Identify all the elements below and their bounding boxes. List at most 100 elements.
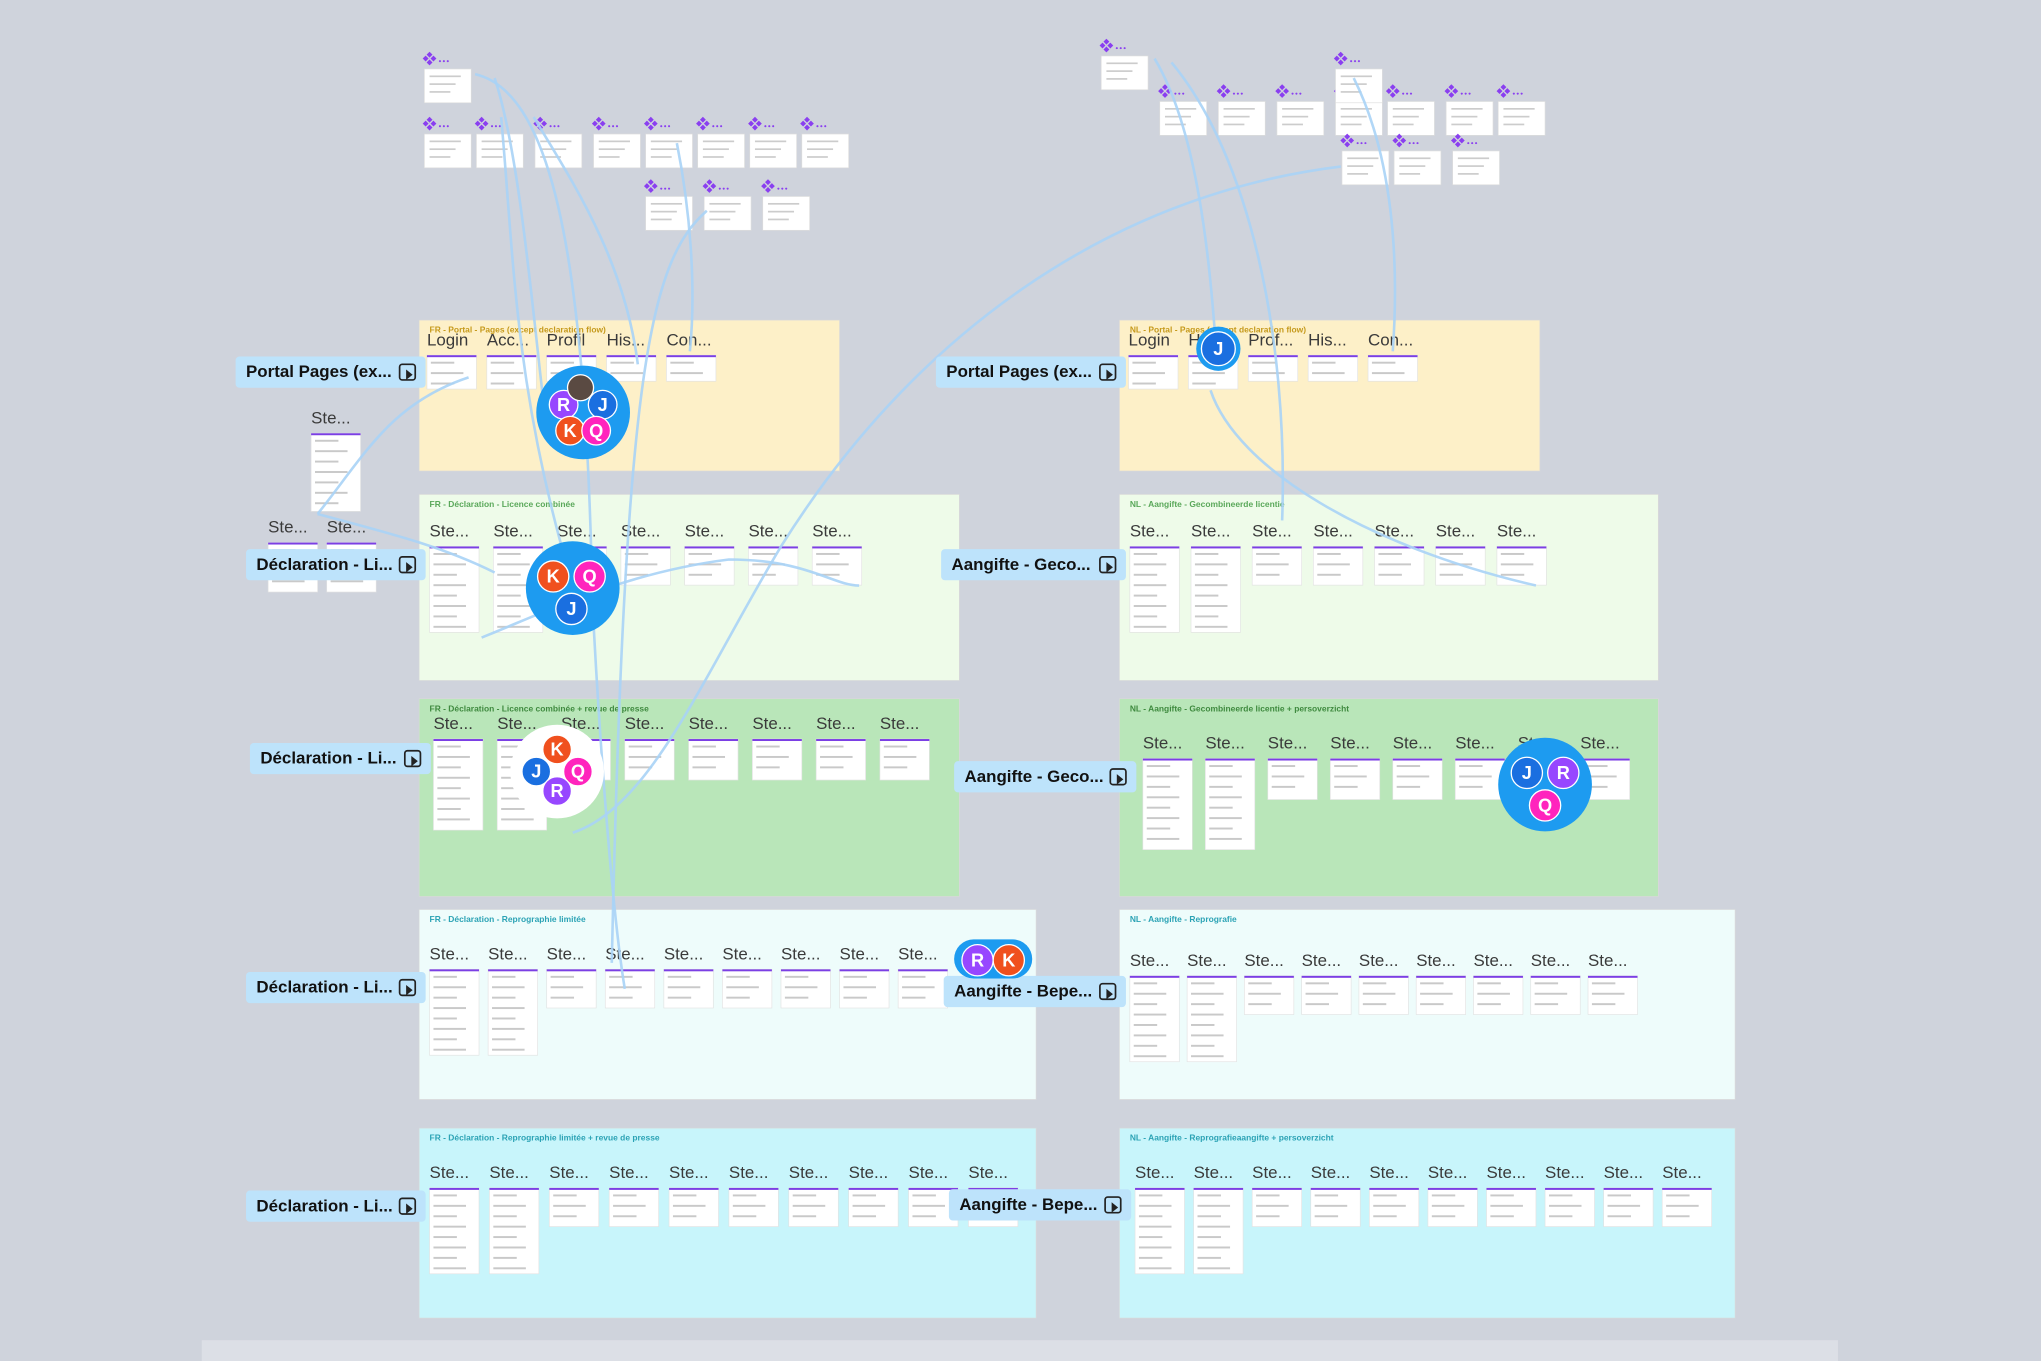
- frame-line: [1256, 563, 1289, 566]
- frame-line: [1133, 615, 1158, 618]
- frame-line: [807, 148, 834, 151]
- component-icon: [1448, 84, 1455, 91]
- frame-line: [1477, 1003, 1501, 1006]
- frame-line: [598, 156, 620, 158]
- frame-line: [732, 1194, 757, 1197]
- avatar-letter: J: [598, 395, 608, 415]
- frame-header: [546, 355, 597, 358]
- component-icon: [426, 59, 433, 66]
- frame-line: [1132, 361, 1156, 364]
- ellipsis-dot: [1350, 60, 1353, 63]
- frame-line: [501, 745, 525, 748]
- frame-header: [1330, 758, 1380, 761]
- component-preview: [424, 133, 472, 169]
- frame-header: [1580, 758, 1630, 761]
- component-icon: [1393, 88, 1400, 95]
- ellipsis-dot: [1520, 92, 1523, 95]
- frame-header: [728, 1187, 779, 1190]
- component: [1444, 84, 1494, 136]
- frame-line: [1457, 157, 1490, 160]
- frame-line: [1396, 775, 1430, 778]
- frame-line: [1271, 785, 1296, 788]
- frame-line: [852, 1215, 877, 1218]
- frame-line: [1362, 982, 1387, 985]
- frame-thumbnail: [429, 546, 480, 633]
- frame-label: Ste...: [909, 1163, 948, 1182]
- ellipsis-dot: [781, 187, 784, 190]
- frame-line: [1191, 1013, 1224, 1016]
- frame-line: [1396, 765, 1421, 768]
- component-icon: [765, 179, 771, 186]
- frame-header: [1244, 975, 1294, 978]
- frame-label: Ste...: [605, 945, 644, 964]
- frame-line: [315, 460, 339, 463]
- avatar-letter: R: [971, 950, 984, 970]
- frame-line: [1431, 1194, 1456, 1197]
- frame-header: [489, 1187, 539, 1190]
- avatar: [1528, 789, 1562, 822]
- frame-line: [493, 1256, 517, 1259]
- frame-line: [1392, 107, 1425, 110]
- frame-thumbnail: [1427, 1187, 1478, 1227]
- avatar: [562, 756, 593, 787]
- frame-line: [315, 450, 348, 453]
- frame-line: [1138, 1225, 1172, 1228]
- component-preview: [1452, 150, 1500, 186]
- frame-line: [437, 787, 461, 790]
- component-icon: [1500, 92, 1507, 98]
- component-icon: [807, 120, 814, 127]
- frame-header: [666, 355, 716, 358]
- frame-line: [1305, 992, 1339, 995]
- frame-header: [968, 1187, 1018, 1190]
- flow-start: [941, 549, 1126, 581]
- frame-line: [330, 580, 364, 583]
- frame-thumbnail: [780, 969, 831, 1009]
- sections: FR - Portal - Pages (except declaration …: [267, 319, 1736, 1319]
- component: [1333, 51, 1383, 104]
- flow-label: Déclaration - Li...: [256, 978, 392, 997]
- component-icon: [1444, 88, 1451, 95]
- frame-line: [481, 156, 503, 158]
- frame-header: [1486, 1187, 1536, 1190]
- frame-header: [1455, 758, 1505, 761]
- component-preview: [645, 196, 693, 231]
- frame-header: [848, 1187, 899, 1190]
- frame-thumbnail: [604, 969, 656, 1009]
- component-icon: [710, 183, 717, 190]
- section-title: NL - Aangifte - Reprografieaangifte + pe…: [1130, 1133, 1334, 1143]
- frame-line: [437, 776, 470, 779]
- frame-line: [792, 1194, 817, 1197]
- frame-line: [1305, 982, 1329, 985]
- frame-line: [650, 148, 677, 151]
- avatar: [542, 776, 573, 807]
- frame-label: Ste...: [816, 714, 855, 733]
- frame-line: [767, 210, 795, 213]
- frame-line: [667, 975, 692, 978]
- frame-header: [1427, 1187, 1478, 1190]
- frame-line: [1248, 1003, 1272, 1006]
- component-icon: [430, 55, 437, 62]
- avatar-photo: [566, 374, 595, 402]
- ellipsis-dot: [777, 187, 780, 190]
- frame-line: [843, 986, 877, 989]
- frame-line: [1317, 573, 1341, 576]
- frame-header: [1205, 758, 1255, 761]
- frame-line: [1340, 83, 1367, 85]
- frame-header: [1252, 1187, 1302, 1190]
- frame-label: Acc...: [487, 330, 529, 349]
- frame-label: Ste...: [430, 945, 469, 964]
- frame-line: [1378, 563, 1411, 566]
- frame-line: [1133, 1024, 1158, 1026]
- ellipsis-dot: [549, 125, 552, 128]
- frame-label: Ste...: [1436, 522, 1475, 541]
- section-title: NL - Aangifte - Reprografie: [1130, 914, 1237, 924]
- frame-header: [1369, 1187, 1419, 1190]
- frame-line: [550, 996, 575, 999]
- frame-line: [1334, 765, 1358, 768]
- frame-thumbnail: [688, 738, 739, 781]
- frame-line: [912, 1204, 946, 1207]
- frame-line: [902, 996, 926, 999]
- frame-label: Ste...: [1604, 1163, 1643, 1182]
- frame-line: [1347, 165, 1374, 167]
- frame-line: [1191, 1024, 1215, 1026]
